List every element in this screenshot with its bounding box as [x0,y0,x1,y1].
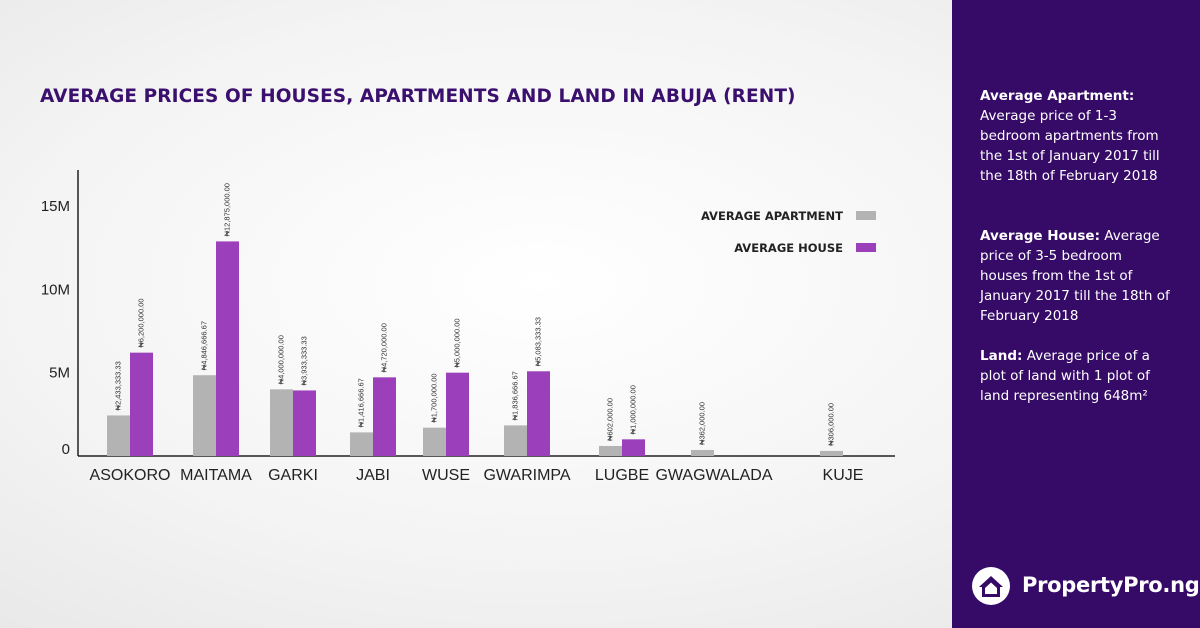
x-category-label: GWAGWALADA [655,467,772,484]
brand-name: PropertyPro.ng [1022,573,1200,597]
bar-value-label: ₦5,000,000.00 [453,318,462,367]
bar-apartment [423,427,446,456]
y-tick-label: 10M [41,281,70,298]
bar-value-label: ₦2,433,333.33 [114,361,123,410]
house-note-title: Average House: [980,228,1100,244]
bar-apartment [350,432,373,456]
x-category-label: ASOKORO [90,467,171,484]
bar-apartment [820,450,843,456]
chart-title: AVERAGE PRICES OF HOUSES, APARTMENTS AND… [40,86,796,107]
y-tick-label: 5M [49,365,70,382]
bar-apartment [270,389,293,456]
bar-house [622,439,645,456]
x-category-label: GARKI [268,467,318,484]
bar-value-label: ₦362,000.00 [698,402,707,445]
bar-value-label: ₦306,000.00 [827,403,836,446]
bar-house [446,372,469,456]
bar-house [373,377,396,456]
bar-value-label: ₦1,000,000.00 [629,385,638,434]
legend-swatch-apartment [856,211,876,220]
sidebar: Average Apartment: Average price of 1-3 … [952,0,1200,628]
land-note-text: Average price of a plot of land with 1 p… [980,348,1150,404]
bar-value-label: ₦4,846,666.67 [200,321,209,370]
bar-value-label: ₦4,720,000.00 [380,323,389,372]
bar-apartment [504,425,527,456]
x-category-label: MAITAMA [180,467,252,484]
x-category-label: WUSE [422,467,470,484]
bar-apartment [691,449,714,456]
house-logo-icon [972,567,1010,605]
legend-swatch-house [856,243,876,252]
bar-value-label: ₦5,083,333.33 [534,317,543,366]
legend-label-apartment: AVERAGE APARTMENT [701,209,843,223]
bar-value-label: ₦3,933,333.33 [300,336,309,385]
bar-apartment [107,415,130,456]
x-category-label: KUJE [823,467,864,484]
bar-chart: 0 5M 10M 15M ₦2,433,333.33 ₦6,200,000.00 ASOKO… [41,170,895,484]
apartment-note-title: Average Apartment: [980,88,1135,104]
bar-value-label: ₦1,416,666.67 [357,378,366,427]
legend-label-house: AVERAGE HOUSE [734,241,843,255]
bar-value-label: ₦4,000,000.00 [277,335,286,384]
x-category-label: LUGBE [595,467,649,484]
land-note-title: Land: [980,348,1023,364]
land-note: Land: Average price of a plot of land wi… [980,346,1170,406]
chart-area: AVERAGE PRICES OF HOUSES, APARTMENTS AND… [40,86,895,484]
bar-value-label: ₦6,200,000.00 [137,298,146,347]
y-tick-label: 15M [41,198,70,215]
bar-apartment [193,375,216,456]
apartment-note-text: Average price of 1-3 bedroom apartments … [980,108,1160,184]
bar-value-label: ₦1,700,000.00 [430,373,439,422]
y-tick-label: 0 [62,441,70,458]
house-note: Average House: Average price of 3-5 bedr… [980,226,1170,326]
brand-logo[interactable]: PropertyPro.ng [970,565,1200,607]
bar-house [130,352,153,456]
x-category-label: JABI [356,467,390,484]
bar-house [216,241,239,456]
bar-value-label: ₦1,836,666.67 [511,371,520,420]
bar-value-label: ₦602,000.00 [606,398,615,441]
x-category-label: GWARIMPA [483,467,570,484]
apartment-note: Average Apartment: Average price of 1-3 … [980,86,1170,186]
bar-house [293,390,316,456]
bar-value-label: ₦12,875,000.00 [223,183,232,236]
bar-house [527,371,550,456]
bar-apartment [599,445,622,456]
house-note-text: Average price of 3-5 bedroom houses from… [980,228,1170,324]
